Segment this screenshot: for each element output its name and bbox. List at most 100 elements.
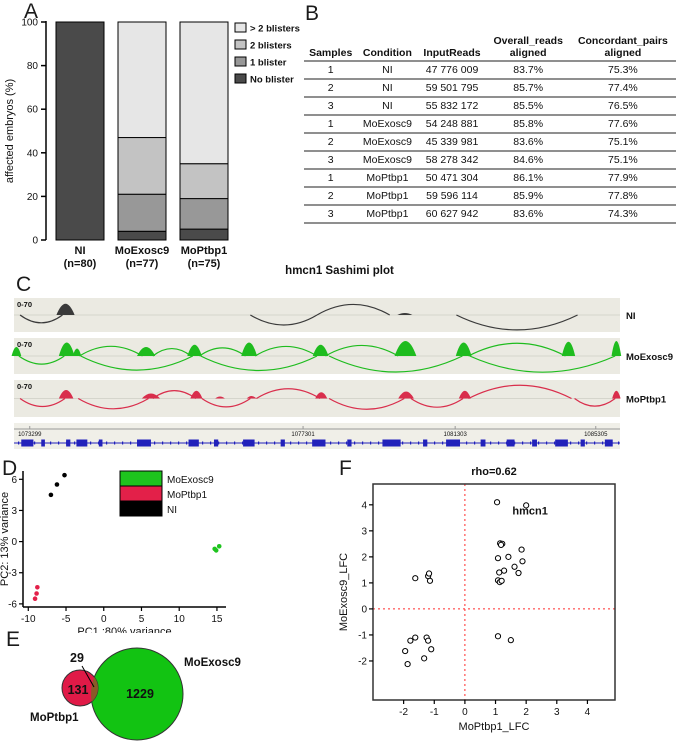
junction-arc xyxy=(18,355,65,365)
data-point xyxy=(497,541,505,548)
x-tick-label: 2 xyxy=(523,707,529,718)
category-label: NI xyxy=(75,245,86,257)
junction-arc xyxy=(469,355,616,373)
table-cell: 86.1% xyxy=(486,168,570,188)
y-tick-label: 20 xyxy=(27,192,39,203)
legend-swatch xyxy=(234,56,247,67)
table-row: 3 NI 55 832 172 85.5% 76.5% xyxy=(304,96,676,116)
x-tick-label: 4 xyxy=(585,707,591,718)
category-sublabel: (n=75) xyxy=(188,258,221,270)
table-cell: MoPtbp1 xyxy=(357,168,418,188)
exon xyxy=(213,439,219,447)
legend-label: No blister xyxy=(250,75,294,86)
panel-c: hmcn1 Sashimi plot C 0-70 NI 0-70 MoExosc9 0… xyxy=(0,263,679,455)
data-point xyxy=(213,548,219,553)
table-cell: 54 248 881 xyxy=(417,114,487,134)
y-tick-label: 3 xyxy=(361,526,367,537)
table-cell: 1 xyxy=(304,114,358,134)
y-tick-label: 2 xyxy=(361,552,367,563)
exon xyxy=(382,439,401,447)
junction-arc xyxy=(410,398,464,408)
x-tick-label: 0 xyxy=(101,614,107,625)
data-point xyxy=(32,596,38,601)
y-tick-label: 3 xyxy=(11,506,17,517)
table-cell: 85.5% xyxy=(486,96,570,116)
y-tick-label: 6 xyxy=(11,475,17,486)
exon xyxy=(66,439,71,447)
junction-arc xyxy=(328,355,463,373)
table-cell: 2 xyxy=(304,78,358,98)
data-point xyxy=(412,634,419,641)
x-tick-label: 0 xyxy=(462,707,468,718)
table-cell: 60 627 942 xyxy=(417,204,487,225)
column-header: Samples xyxy=(309,47,353,60)
table-cell: NI xyxy=(357,78,418,98)
panel-e: E 29 131 1229 MoExosc9 MoPtbp1 xyxy=(0,628,335,743)
junction-arc xyxy=(19,398,66,408)
data-point xyxy=(498,577,505,584)
data-point xyxy=(35,584,40,590)
x-tick-label: 10 xyxy=(174,614,186,625)
table-cell: 85.9% xyxy=(486,186,570,206)
table-cell: MoExosc9 xyxy=(357,114,418,134)
junction-arc xyxy=(201,398,251,408)
legend-label: NI xyxy=(167,505,177,516)
coverage-peak xyxy=(215,396,225,399)
table-cell: 50 471 304 xyxy=(417,168,487,188)
exon xyxy=(312,439,326,447)
ruler-coordinate: 1077301 xyxy=(291,432,315,438)
y-tick-label: -6 xyxy=(8,599,17,610)
data-point xyxy=(404,660,411,668)
data-point xyxy=(505,553,512,560)
data-point xyxy=(34,591,39,596)
legend-swatch xyxy=(234,39,247,50)
y-tick-label: -1 xyxy=(358,630,367,641)
category-sublabel: (n=77) xyxy=(126,258,159,270)
junction-arc xyxy=(250,314,318,326)
junction-arc xyxy=(19,314,63,324)
exon xyxy=(98,439,103,447)
data-point xyxy=(425,637,432,644)
table-cell: MoPtbp1 xyxy=(357,186,418,206)
coverage-peak xyxy=(58,389,74,399)
coverage-peak xyxy=(397,313,413,315)
x-tick-label: -5 xyxy=(62,614,71,625)
exon xyxy=(604,439,613,447)
coverage-scale-label: 0-70 xyxy=(17,340,32,349)
data-point xyxy=(407,637,414,644)
y-tick-label: 4 xyxy=(361,500,367,511)
panel-a-letter: A xyxy=(24,0,39,23)
coverage-scale-label: 0-70 xyxy=(17,300,32,309)
table-cell: MoExosc9 xyxy=(357,132,418,152)
junction-arc xyxy=(468,342,566,357)
table-cell: 47 776 009 xyxy=(417,60,487,80)
table-cell: 1 xyxy=(304,60,358,80)
track-label: MoPtbp1 xyxy=(626,395,667,406)
x-tick-label: 15 xyxy=(211,614,223,625)
panel-d: D -10 -5 0 5 10 15 -6 -3 0 3 6 PC1 :80% variance PC2… xyxy=(0,455,335,633)
table-cell: 59 501 795 xyxy=(417,78,487,98)
table-cell: NI xyxy=(357,60,418,80)
coverage-peak xyxy=(458,390,471,399)
x-tick-label: -10 xyxy=(21,614,36,625)
bar-segment xyxy=(179,21,229,165)
data-point xyxy=(216,543,222,549)
panel-b: B Samples Condition InputReads Overall_read… xyxy=(300,2,679,250)
track-label: NI xyxy=(626,311,636,322)
data-point xyxy=(48,492,54,498)
coverage-peak xyxy=(56,303,75,315)
coverage-peak xyxy=(455,342,472,356)
table-cell: 85.8% xyxy=(486,114,570,134)
legend-swatch xyxy=(234,22,247,33)
coverage-peak xyxy=(561,341,576,356)
table-cell: 1 xyxy=(304,168,358,188)
bar-segment xyxy=(55,21,105,241)
table-cell: 3 xyxy=(304,204,358,225)
table-row: 1 MoExosc9 54 248 881 85.8% 77.6% xyxy=(304,114,676,134)
table-row: 1 MoPtbp1 50 471 304 86.1% 77.9% xyxy=(304,168,676,188)
y-tick-label: 0 xyxy=(361,604,367,615)
bar-segment xyxy=(179,228,229,241)
moptbp1-count: 131 xyxy=(68,683,89,697)
junction-arc xyxy=(328,397,405,410)
table-cell: 77.8% xyxy=(569,186,676,206)
